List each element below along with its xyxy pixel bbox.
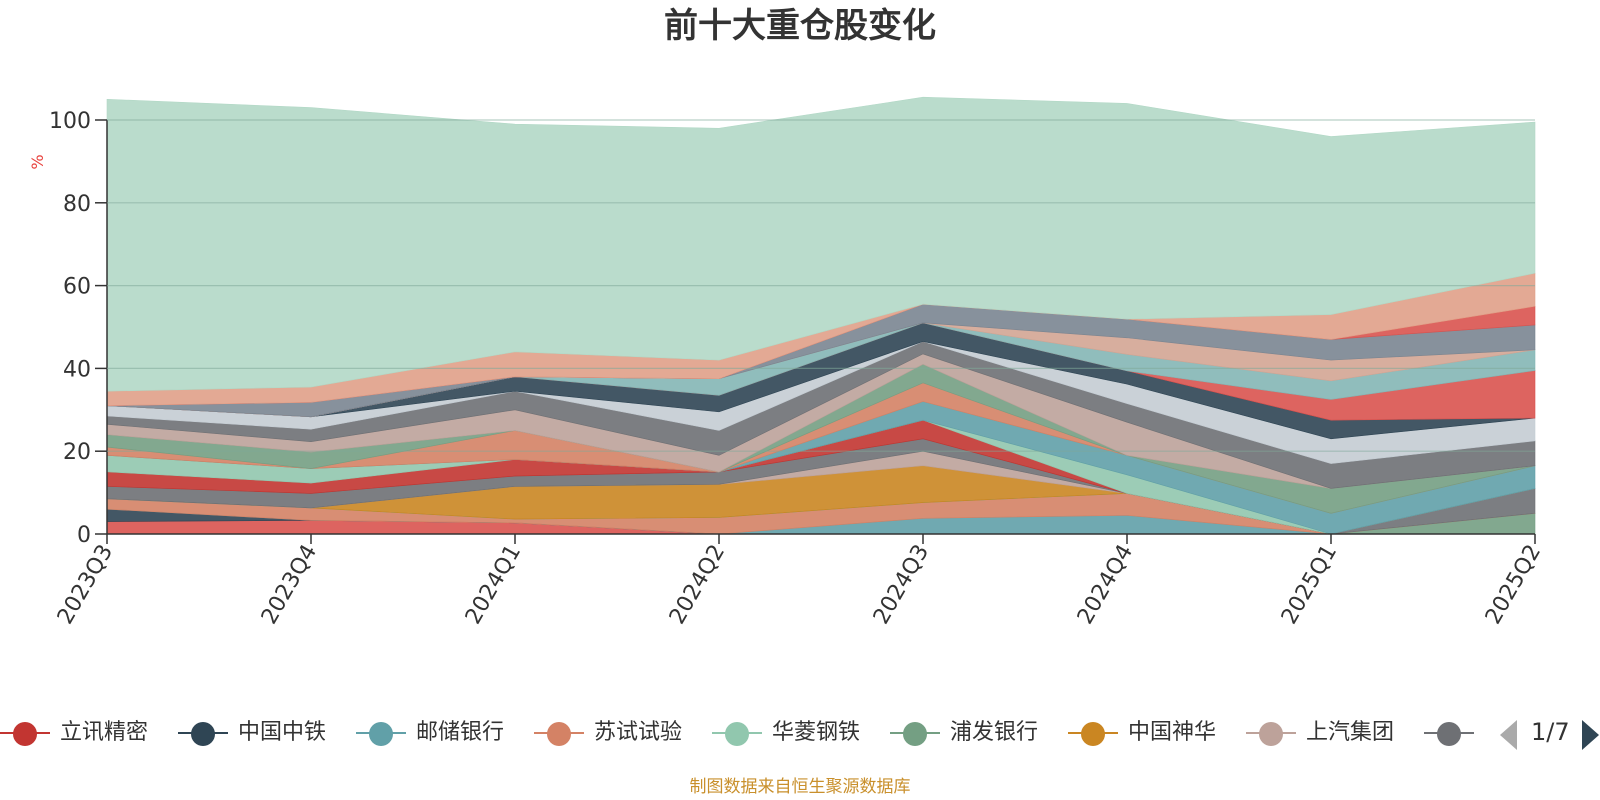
x-tick-label: 2023Q3 xyxy=(53,541,118,629)
x-tick-label: 2024Q4 xyxy=(1073,541,1138,629)
legend-next-page-icon[interactable] xyxy=(1582,720,1599,750)
y-tick-label: 80 xyxy=(63,192,91,217)
legend-dot-icon xyxy=(1437,722,1461,746)
legend-label: 中国中铁 xyxy=(238,720,327,745)
legend-dot-icon xyxy=(191,722,215,746)
legend-label: 中国神华 xyxy=(1128,720,1217,745)
legend-dot-icon xyxy=(1081,722,1105,746)
area-series-25 xyxy=(106,96,1536,392)
legend-dot-icon xyxy=(547,722,571,746)
legend-item[interactable]: 中国神华 xyxy=(1068,713,1246,753)
legend-item[interactable]: 华菱钢铁 xyxy=(712,713,890,753)
x-tick-label: 2025Q2 xyxy=(1481,541,1546,629)
x-tick-label: 2024Q3 xyxy=(869,541,934,629)
y-axis-unit-label: % xyxy=(28,154,47,169)
source-note: 制图数据来自恒生聚源数据库 xyxy=(689,777,911,797)
x-tick-label: 2024Q2 xyxy=(665,541,730,629)
chart-title: 前十大重仓股变化 xyxy=(664,6,936,46)
x-tick-label: 2025Q1 xyxy=(1277,541,1342,629)
legend-label: 邮储银行 xyxy=(416,720,505,745)
legend-dot-icon xyxy=(725,722,749,746)
legend-dot-icon xyxy=(13,722,37,746)
y-tick-label: 0 xyxy=(77,523,91,548)
legend-label: 立讯精密 xyxy=(60,720,149,745)
legend-item[interactable]: 英 xyxy=(1424,713,1480,753)
legend-item[interactable]: 邮储银行 xyxy=(356,713,534,753)
stacked-area-chart: 0 20 40 60 80 100 2023Q3 2023Q4 2024Q1 2024Q2 2024… xyxy=(28,96,1546,629)
legend-label: 浦发银行 xyxy=(950,720,1039,745)
legend-dot-icon xyxy=(1259,722,1283,746)
legend-item[interactable]: 浦发银行 xyxy=(890,713,1068,753)
legend-item[interactable]: 立讯精密 xyxy=(0,713,178,753)
y-tick-label: 60 xyxy=(63,275,91,300)
legend-label: 华菱钢铁 xyxy=(772,720,861,745)
legend: 立讯精密 中国中铁 邮储银行 苏试试验 华菱钢铁 浦发银行 中国神华 上汽集团 英 xyxy=(0,713,1480,753)
legend-item[interactable]: 上汽集团 xyxy=(1246,713,1424,753)
legend-item[interactable]: 中国中铁 xyxy=(178,713,356,753)
legend-page-indicator: 1/7 xyxy=(1531,718,1570,746)
legend-label: 苏试试验 xyxy=(594,720,683,745)
legend-item[interactable]: 苏试试验 xyxy=(534,713,712,753)
x-tick-label: 2024Q1 xyxy=(461,541,526,629)
legend-dot-icon xyxy=(369,722,393,746)
legend-dot-icon xyxy=(903,722,927,746)
y-tick-label: 100 xyxy=(49,109,91,134)
legend-label: 上汽集团 xyxy=(1306,720,1395,745)
legend-prev-page-icon[interactable] xyxy=(1500,720,1517,750)
grid-lines xyxy=(107,119,1535,452)
x-tick-label: 2023Q4 xyxy=(257,541,322,629)
y-tick-label: 20 xyxy=(63,440,91,465)
y-tick-label: 40 xyxy=(63,357,91,382)
area-series xyxy=(106,96,1536,535)
